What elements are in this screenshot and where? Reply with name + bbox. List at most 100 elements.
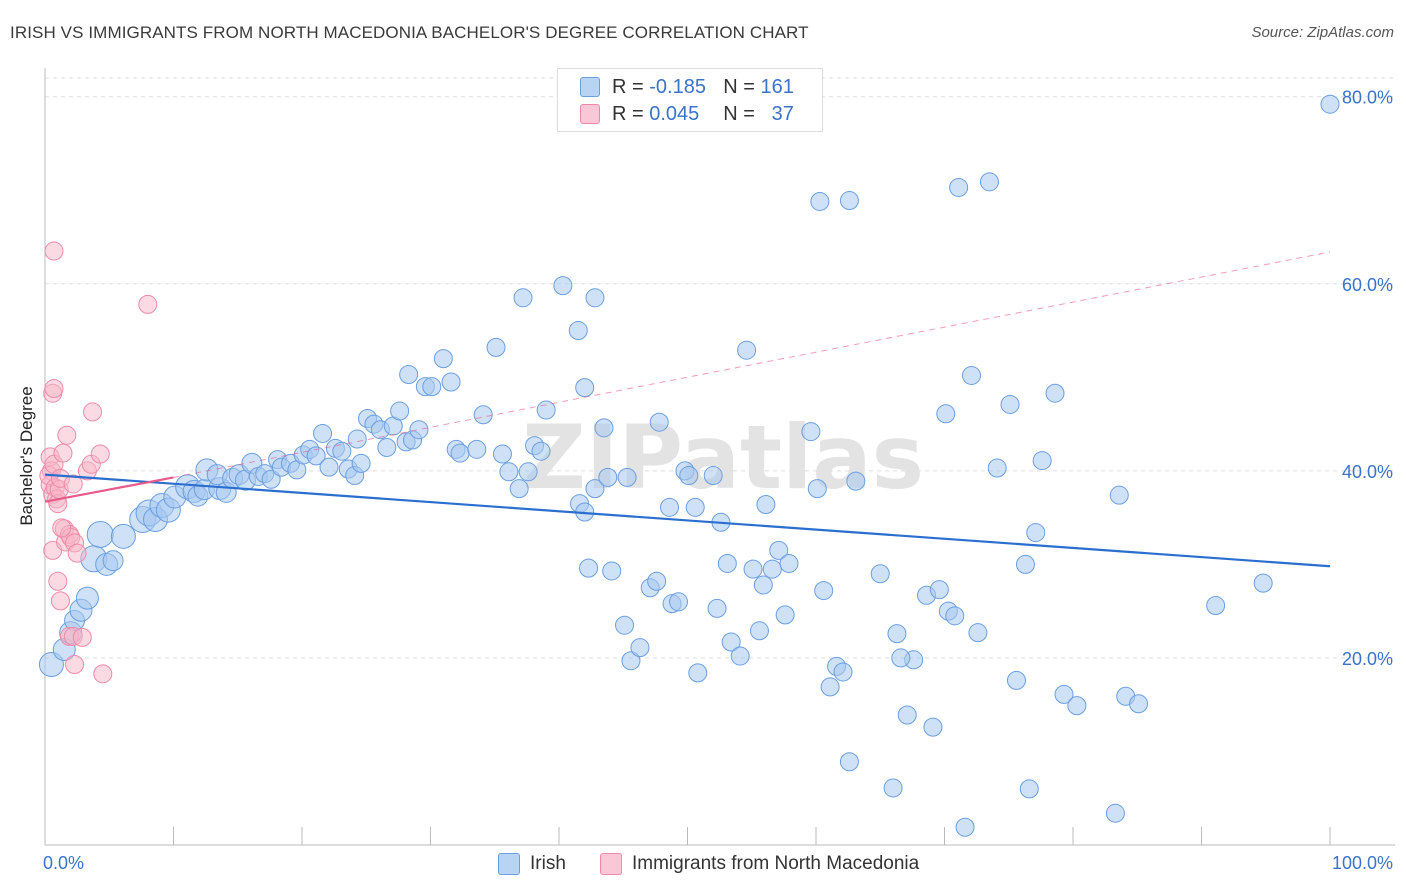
x-tick-label-start: 0.0% <box>43 853 84 873</box>
irish-point <box>1019 779 1039 799</box>
irish-point <box>887 624 907 644</box>
irish-point <box>585 479 605 499</box>
irish-point <box>721 632 741 652</box>
macedonia-point <box>65 654 85 674</box>
irish-point <box>707 598 727 618</box>
chart-title: IRISH VS IMMIGRANTS FROM NORTH MACEDONIA… <box>10 23 809 42</box>
irish-point <box>949 177 969 197</box>
irish-point <box>1320 94 1340 114</box>
correlation-legend: R = -0.185 N = 161 R = 0.045 N = 37 <box>557 68 823 132</box>
irish-point <box>433 349 453 369</box>
irish-point <box>820 677 840 697</box>
irish-point <box>513 288 533 308</box>
irish-point <box>306 446 326 466</box>
macedonia-trend-extension <box>173 251 1331 478</box>
macedonia-point <box>44 379 64 399</box>
y-axis-label: Bachelor's Degree <box>17 386 36 526</box>
irish-point <box>968 623 988 643</box>
macedonia-point <box>83 402 103 422</box>
irish-point <box>961 365 981 385</box>
irish-point <box>737 340 757 360</box>
legend-row-macedonia: R = 0.045 N = 37 <box>580 101 794 127</box>
irish-point <box>332 441 352 461</box>
irish-point <box>1206 596 1226 616</box>
macedonia-legend-label: Immigrants from North Macedonia <box>632 853 920 874</box>
irish-point <box>762 559 782 579</box>
macedonia-point <box>72 627 92 647</box>
macedonia-point <box>50 591 70 611</box>
n-label: N = <box>723 102 755 125</box>
irish-point <box>833 662 853 682</box>
irish-point <box>839 191 859 211</box>
macedonia-point <box>48 571 68 591</box>
irish-point <box>598 467 618 487</box>
legend-row-irish: R = -0.185 N = 161 <box>580 74 794 100</box>
macedonia-point <box>52 518 72 538</box>
irish-point <box>987 458 1007 478</box>
irish-point <box>1032 451 1052 471</box>
irish-point <box>518 462 538 482</box>
irish-point <box>955 817 975 837</box>
irish-point <box>102 550 124 572</box>
irish-swatch <box>580 77 600 97</box>
macedonia-point <box>53 443 73 463</box>
irish-point <box>703 466 723 486</box>
y-tick-label: 60.0% <box>1342 275 1393 295</box>
macedonia-trend-line <box>44 476 174 503</box>
irish-point <box>685 497 705 517</box>
irish-point <box>86 520 114 548</box>
macedonia-point <box>90 444 110 464</box>
macedonia-point <box>44 241 64 261</box>
irish-point <box>897 705 917 725</box>
irish-point <box>1054 684 1074 704</box>
y-tick-label: 40.0% <box>1342 462 1393 482</box>
irish-point <box>801 422 821 442</box>
irish-point <box>450 443 470 463</box>
irish-point <box>531 441 551 461</box>
irish-point <box>492 444 512 464</box>
irish-point <box>891 648 911 668</box>
irish-point <box>717 553 737 573</box>
series-irish <box>38 94 1340 837</box>
irish-point <box>769 540 789 560</box>
irish-point <box>1105 803 1125 823</box>
irish-point <box>630 638 650 658</box>
y-tick-label: 80.0% <box>1342 88 1393 108</box>
tick-labels: 20.0% 40.0% 60.0% 80.0% 0.0% 100.0% <box>43 88 1393 873</box>
irish-point <box>313 423 333 443</box>
irish-legend-label: Irish <box>530 853 566 874</box>
irish-point <box>779 553 799 573</box>
irish-point <box>351 453 371 473</box>
irish-point <box>679 466 699 486</box>
irish-point <box>441 372 461 392</box>
irish-point <box>409 420 429 440</box>
irish-point <box>753 575 773 595</box>
irish-point <box>839 752 859 772</box>
irish-point <box>923 717 943 737</box>
irish-point <box>1045 383 1065 403</box>
irish-point <box>486 337 506 357</box>
bottom-legend-macedonia: Immigrants from North Macedonia <box>600 852 919 876</box>
trend-lines <box>44 251 1331 568</box>
irish-point <box>1026 523 1046 543</box>
irish-point <box>615 615 635 635</box>
irish-point <box>1000 394 1020 414</box>
watermark: ZIPatlas <box>522 406 924 509</box>
irish-point <box>1067 696 1087 716</box>
irish-point <box>929 580 949 600</box>
irish-point <box>743 559 763 579</box>
irish-point <box>467 439 487 459</box>
irish-point <box>883 778 903 798</box>
irish-point <box>688 663 708 683</box>
r-label: R = <box>612 102 644 125</box>
y-tick-label: 20.0% <box>1342 649 1393 669</box>
irish-point <box>575 378 595 398</box>
macedonia-point <box>57 425 77 445</box>
irish-point <box>347 429 367 449</box>
macedonia-legend-swatch <box>600 853 622 875</box>
irish-point <box>261 469 281 489</box>
irish-point <box>945 606 965 626</box>
irish-point <box>669 592 689 612</box>
irish-point <box>579 558 599 578</box>
